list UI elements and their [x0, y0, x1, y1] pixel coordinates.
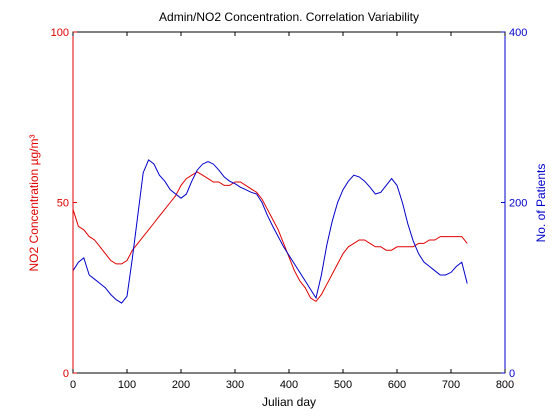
x-tick-label: 200 — [172, 379, 190, 391]
x-tick-label: 500 — [334, 379, 352, 391]
left-y-axis-label: NO2 Concentration µg/m³ — [27, 135, 41, 272]
series-line-no2 — [72, 171, 468, 303]
x-tick-label: 100 — [118, 379, 136, 391]
x-axis-label: Julian day — [262, 395, 316, 409]
right-y-axis-label: No. of Patients — [534, 164, 548, 243]
right-y-tick-label: 200 — [509, 198, 527, 210]
left-y-tick-label: 0 — [63, 368, 69, 380]
series-layer — [72, 159, 468, 304]
x-tick-label: 0 — [70, 379, 76, 391]
chart-title: Admin/NO2 Concentration. Correlation Var… — [159, 10, 419, 24]
left-y-tick-label: 100 — [51, 27, 69, 39]
right-y-tick-label: 0 — [509, 368, 515, 380]
x-tick-label: 400 — [280, 379, 298, 391]
series-line-patients — [72, 159, 468, 304]
x-tick-label: 700 — [442, 379, 460, 391]
left-y-tick-label: 50 — [57, 198, 69, 210]
x-tick-label: 600 — [388, 379, 406, 391]
right-y-tick-label: 400 — [509, 27, 527, 39]
x-tick-label: 800 — [496, 379, 514, 391]
x-tick-label: 300 — [226, 379, 244, 391]
